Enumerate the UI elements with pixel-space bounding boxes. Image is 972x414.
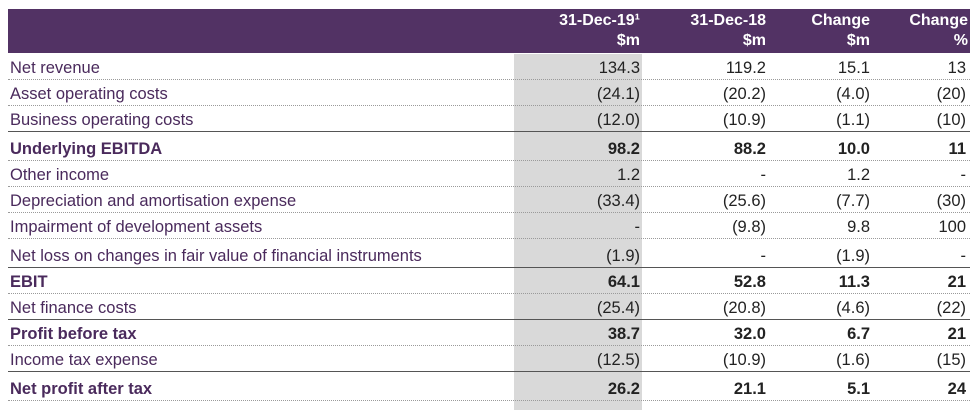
table-row: Other income 1.2 - 1.2 - (8, 161, 970, 187)
row-label: Asset operating costs (10, 85, 168, 103)
cell-2018: - (760, 166, 767, 184)
header-col-2018: 31-Dec-18 $m (690, 12, 766, 49)
cell-change-pct: - (960, 166, 967, 184)
cell-change-m: 6.7 (847, 325, 870, 343)
cell-change-pct: (30) (936, 192, 966, 210)
cell-2019: - (634, 218, 641, 236)
cell-2018: (10.9) (722, 351, 766, 369)
cell-change-pct: 21 (947, 325, 966, 343)
table-row: Net finance costs (25.4) (20.8) (4.6) (2… (8, 294, 970, 320)
cell-2019: 98.2 (607, 140, 640, 158)
cell-change-pct: - (960, 247, 967, 265)
cell-2019: (25.4) (596, 299, 640, 317)
cell-2019: (24.1) (596, 85, 640, 103)
cell-2018: (20.8) (722, 299, 766, 317)
cell-change-pct: 11 (948, 140, 966, 158)
table-row: EBIT 64.1 52.8 11.3 21 (8, 268, 970, 294)
table-row: Profit before tax 38.7 32.0 6.7 21 (8, 320, 970, 346)
row-label: Net revenue (10, 59, 100, 77)
row-label: Net loss on changes in fair value of fin… (10, 247, 422, 265)
cell-2019: (33.4) (596, 192, 640, 210)
cell-change-m: 10.0 (837, 140, 870, 158)
cell-2018: 32.0 (733, 325, 766, 343)
row-label: Depreciation and amortisation expense (10, 192, 297, 210)
cell-2018: (25.6) (722, 192, 766, 210)
table-row: Asset operating costs (24.1) (20.2) (4.0… (8, 80, 970, 106)
cell-2019: 38.7 (607, 325, 640, 343)
row-label: Net profit after tax (10, 380, 153, 398)
cell-change-pct: (10) (936, 111, 966, 129)
cell-change-pct: 100 (938, 218, 966, 236)
table-row: Net loss on changes in fair value of fin… (8, 239, 970, 268)
cell-2019: 26.2 (607, 380, 640, 398)
cell-2018: - (760, 247, 767, 265)
cell-2018: 21.1 (733, 380, 766, 398)
cell-2019: 64.1 (607, 273, 640, 291)
current-year-highlight (514, 54, 642, 410)
row-label: Net finance costs (10, 299, 137, 317)
cell-change-m: 11.3 (838, 273, 870, 291)
cell-2018: 88.2 (733, 140, 766, 158)
row-label: Business operating costs (10, 111, 194, 129)
cell-2018: (10.9) (722, 111, 766, 129)
cell-change-pct: (22) (936, 299, 966, 317)
cell-2018: 52.8 (733, 273, 766, 291)
cell-change-m: (7.7) (836, 192, 870, 210)
table-row: Depreciation and amortisation expense (3… (8, 187, 970, 213)
row-label: Profit before tax (10, 325, 137, 343)
row-label: Other income (10, 166, 110, 184)
cell-change-m: 5.1 (847, 380, 870, 398)
cell-2019: (12.0) (596, 111, 640, 129)
cell-change-m: 1.2 (847, 166, 870, 184)
table-body: Net revenue 134.3 119.2 15.1 13 Asset op… (8, 54, 970, 401)
header-col-2019: 31-Dec-19¹ $m (559, 12, 640, 49)
cell-2019: (12.5) (596, 351, 640, 369)
cell-2019: (1.9) (606, 247, 640, 265)
cell-2019: 1.2 (617, 166, 640, 184)
table-row: Business operating costs (12.0) (10.9) (… (8, 106, 970, 132)
cell-2019: 134.3 (598, 59, 640, 77)
cell-change-pct: 21 (947, 273, 966, 291)
cell-change-pct: (15) (936, 351, 966, 369)
row-label: Impairment of development assets (10, 218, 263, 236)
table-header: 31-Dec-19¹ $m 31-Dec-18 $m Change $m Cha… (8, 9, 970, 53)
cell-change-pct: (20) (936, 85, 966, 103)
cell-2018: (20.2) (722, 85, 766, 103)
cell-change-m: 15.1 (837, 59, 870, 77)
header-col-change-pct: Change % (909, 12, 968, 49)
cell-change-m: (1.9) (836, 247, 870, 265)
table-row: Income tax expense (12.5) (10.9) (1.6) (… (8, 346, 970, 372)
table-row: Net profit after tax 26.2 21.1 5.1 24 (8, 372, 970, 401)
row-label: Income tax expense (10, 351, 158, 369)
table-row: Net revenue 134.3 119.2 15.1 13 (8, 54, 970, 80)
cell-2018: 119.2 (725, 59, 766, 77)
cell-change-m: (1.6) (836, 351, 870, 369)
cell-change-pct: 13 (947, 59, 966, 77)
row-label: EBIT (10, 273, 48, 291)
cell-2018: (9.8) (732, 218, 766, 236)
cell-change-pct: 24 (947, 380, 966, 398)
cell-change-m: (4.6) (836, 299, 870, 317)
cell-change-m: (4.0) (836, 85, 870, 103)
table-row: Underlying EBITDA 98.2 88.2 10.0 11 (8, 132, 970, 161)
row-label: Underlying EBITDA (10, 140, 163, 158)
header-col-change-m: Change $m (811, 12, 870, 49)
cell-change-m: 9.8 (847, 218, 870, 236)
cell-change-m: (1.1) (836, 111, 870, 129)
table-row: Impairment of development assets - (9.8)… (8, 213, 970, 239)
